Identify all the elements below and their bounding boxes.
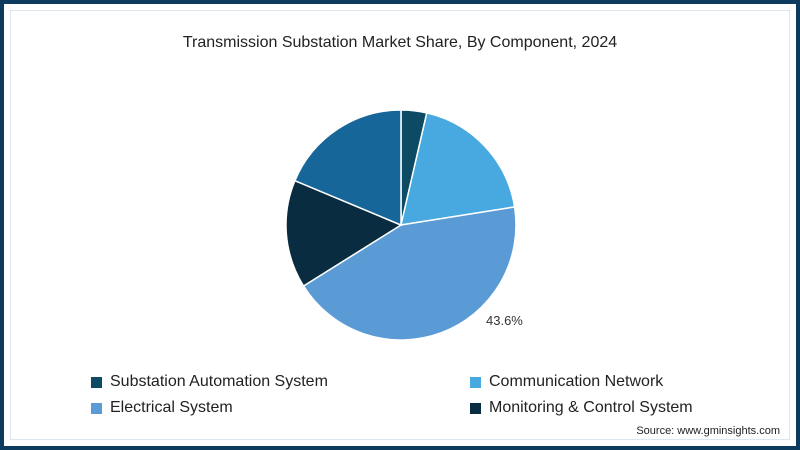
- legend-item-automation: Substation Automation System: [91, 373, 328, 391]
- pie-slice-monitoring-control-system: [285, 179, 403, 288]
- legend-label-electrical: Electrical System: [110, 399, 233, 416]
- legend-label-communication: Communication Network: [489, 373, 664, 390]
- source-text: Source: www.gminsights.com: [636, 425, 780, 437]
- legend-label-monitoring: Monitoring & Control System: [489, 399, 693, 416]
- legend-item-monitoring: Monitoring & Control System: [470, 399, 693, 417]
- pie-slice-electrical-system: [302, 206, 517, 341]
- legend-swatch-automation: [91, 376, 102, 388]
- electrical-percent-label: 43.6%: [486, 313, 523, 328]
- legend-swatch-electrical: [91, 402, 102, 414]
- pie-slice-communication-network: [400, 112, 516, 226]
- legend-swatch-communication: [470, 376, 481, 388]
- legend-item-communication: Communication Network: [470, 373, 663, 391]
- legend-item-electrical: Electrical System: [91, 399, 233, 417]
- legend-label-automation: Substation Automation System: [110, 373, 328, 390]
- chart-title: Transmission Substation Market Share, By…: [182, 34, 618, 51]
- legend-swatch-monitoring: [470, 402, 481, 414]
- chart-inner-border: [10, 10, 790, 440]
- pie-slice-unlabeled-segment: [293, 109, 402, 227]
